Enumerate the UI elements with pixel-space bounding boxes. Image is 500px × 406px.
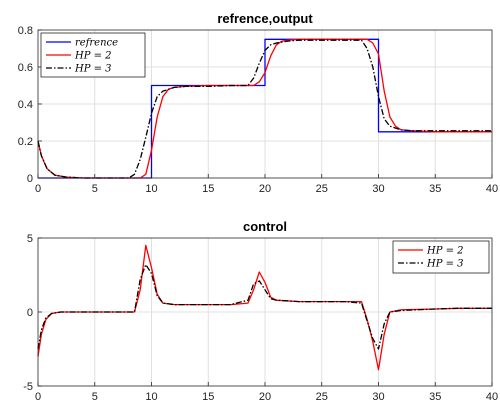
y-tick-label: 0.4 — [18, 99, 33, 111]
x-tick-label: 5 — [92, 391, 98, 403]
x-tick-label: 40 — [486, 183, 498, 195]
x-tick-label: 35 — [429, 183, 441, 195]
x-tick-label: 25 — [316, 391, 328, 403]
x-tick-label: 15 — [202, 183, 214, 195]
x-tick-label: 25 — [316, 183, 328, 195]
legend-label: HP = 2 — [74, 51, 112, 62]
chart-0: 0 5 10 15 20 25 30 35 40 0 0.2 0.4 0.6 0.8 refrence,ou… — [18, 11, 498, 195]
chart-title: refrence,output — [217, 11, 313, 26]
legend: HP = 2 HP = 3 — [392, 240, 490, 274]
y-tick-label: 0.2 — [18, 136, 33, 148]
x-tick-label: 20 — [259, 391, 271, 403]
x-tick-label: 30 — [372, 183, 384, 195]
series-line-hp-3 — [37, 263, 492, 350]
y-tick-label: -5 — [23, 381, 33, 393]
y-tick-label: 0.6 — [18, 62, 33, 74]
x-tick-label: 10 — [145, 183, 157, 195]
x-tick-label: 20 — [259, 183, 271, 195]
y-tick-label: 5 — [27, 233, 33, 245]
x-tick-label: 40 — [486, 391, 498, 403]
chart-title: control — [243, 219, 287, 234]
x-tick-label: 5 — [92, 183, 98, 195]
y-tick-label: 0 — [27, 307, 33, 319]
legend-label: refrence — [75, 38, 118, 49]
x-tick-label: 35 — [429, 391, 441, 403]
series-line-hp-3 — [37, 39, 492, 179]
legend-label: HP = 2 — [426, 246, 464, 257]
y-tick-label: 0 — [27, 173, 33, 185]
legend-box — [392, 240, 490, 274]
series-line-refrence — [38, 38, 492, 179]
x-tick-label: 10 — [145, 391, 157, 403]
legend-label: HP = 3 — [426, 259, 464, 270]
x-tick-label: 15 — [202, 391, 214, 403]
legend: refrence HP = 2 HP = 3 — [40, 32, 146, 78]
x-tick-label: 30 — [372, 391, 384, 403]
legend-label: HP = 3 — [74, 64, 112, 75]
y-tick-label: 0.8 — [18, 25, 33, 37]
x-tick-label: 0 — [35, 391, 41, 403]
x-tick-label: 0 — [35, 183, 41, 195]
